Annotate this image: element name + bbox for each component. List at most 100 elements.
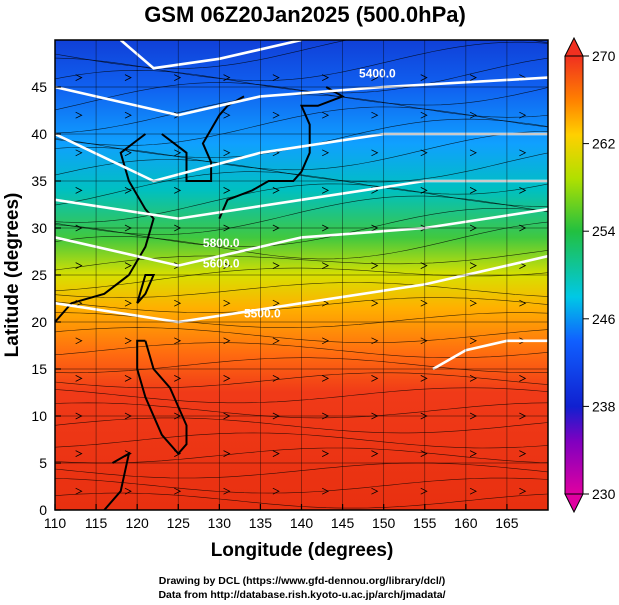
wind-arrow xyxy=(519,187,527,194)
y-tick-label: 10 xyxy=(31,408,47,424)
x-tick-label: 125 xyxy=(167,515,191,531)
wind-arrow xyxy=(223,299,231,307)
wind-arrow xyxy=(124,149,132,157)
x-tick-label: 140 xyxy=(290,515,314,531)
x-tick-label: 120 xyxy=(125,515,149,531)
colorbar-tick-label: 238 xyxy=(592,398,616,414)
contour-label: 5800.0 xyxy=(203,236,240,250)
wind-arrow xyxy=(272,487,280,495)
wind-arrow xyxy=(75,149,83,157)
coastline xyxy=(103,451,131,510)
x-axis-label: Longitude (degrees) xyxy=(211,540,394,561)
wind-arrow xyxy=(519,299,527,307)
y-axis: 0 5 10 15 20 25 30 35 40 45 xyxy=(31,79,548,518)
wind-arrow xyxy=(321,111,330,119)
wind-arrow xyxy=(124,487,132,495)
wind-arrow xyxy=(174,187,182,194)
x-tick-label: 150 xyxy=(372,515,396,531)
y-tick-label: 15 xyxy=(31,361,47,377)
wind-arrow xyxy=(272,111,280,119)
wind-arrow xyxy=(420,299,428,307)
wind-arrow xyxy=(469,487,477,495)
wind-arrow xyxy=(223,149,231,157)
y-tick-label: 25 xyxy=(31,267,47,283)
y-tick-label: 45 xyxy=(31,79,47,95)
wind-arrow xyxy=(75,337,83,345)
wind-arrow xyxy=(420,149,428,157)
contour-label: 5600.0 xyxy=(203,256,240,270)
wind-arrow xyxy=(321,375,330,382)
wind-arrow xyxy=(223,337,231,345)
colorbar-min-arrow xyxy=(564,493,584,514)
wind-arrow xyxy=(272,375,280,382)
wind-arrow xyxy=(519,111,527,119)
y-tick-label: 35 xyxy=(31,173,47,189)
chart-title: GSM 06Z20Jan2025 (500.0hPa) xyxy=(144,2,466,27)
wind-arrow xyxy=(321,450,330,457)
wind-arrow xyxy=(321,337,330,345)
wind-arrow xyxy=(321,487,330,495)
y-axis-label: Latitude (degrees) xyxy=(2,193,23,358)
wind-arrow xyxy=(75,262,83,269)
contour-label: 5500.0 xyxy=(244,306,281,320)
wind-arrow xyxy=(75,487,83,495)
colorbar-scale xyxy=(564,55,584,495)
wind-arrow xyxy=(371,262,379,269)
wind-arrow xyxy=(223,74,231,81)
wind-arrow xyxy=(371,74,379,81)
wind-arrow xyxy=(371,299,379,307)
wind-arrow xyxy=(420,487,428,495)
wind-arrow xyxy=(519,375,527,382)
x-axis: 110 115 120 125 130 135 140 145 150 155 160 165 xyxy=(44,40,519,531)
coastline xyxy=(218,86,345,219)
wind-arrow xyxy=(469,337,477,345)
wind-arrow xyxy=(75,187,83,194)
wind-arrow xyxy=(469,187,477,194)
wind-arrow xyxy=(124,375,132,382)
wind-arrow xyxy=(124,337,132,345)
wind-arrow xyxy=(272,299,280,307)
wind-arrow xyxy=(75,450,83,457)
wind-arrow xyxy=(420,111,428,119)
wind-arrow xyxy=(124,74,132,81)
wind-arrow xyxy=(174,487,182,495)
wind-arrow xyxy=(371,487,379,495)
wind-arrow xyxy=(469,450,477,457)
y-tick-label: 0 xyxy=(39,502,47,518)
wind-arrow xyxy=(272,187,280,194)
wind-arrow xyxy=(124,187,132,194)
wind-arrow xyxy=(75,74,83,81)
credit-data: Data from http://database.rish.kyoto-u.a… xyxy=(158,589,445,601)
wind-arrow xyxy=(174,149,182,157)
wind-arrow xyxy=(124,111,132,119)
wind-arrow xyxy=(420,337,428,345)
wind-arrow xyxy=(272,262,280,269)
x-tick-label: 160 xyxy=(454,515,478,531)
wind-arrow xyxy=(272,450,280,457)
wind-arrow xyxy=(321,149,330,157)
wind-arrow xyxy=(272,337,280,345)
wind-arrow xyxy=(420,450,428,457)
colorbar-tick-label: 262 xyxy=(592,136,616,152)
wind-arrow xyxy=(321,299,330,307)
x-tick-label: 155 xyxy=(413,515,437,531)
x-tick-label: 115 xyxy=(85,515,108,531)
wind-arrow xyxy=(420,375,428,382)
y-tick-label: 5 xyxy=(39,455,47,471)
wind-arrow xyxy=(469,299,477,307)
wind-arrow xyxy=(469,111,477,119)
y-tick-label: 30 xyxy=(31,220,47,236)
wind-arrow xyxy=(75,375,83,382)
contour-label: 5400.0 xyxy=(359,67,396,81)
wind-arrow xyxy=(519,450,527,457)
wind-arrow xyxy=(174,74,182,81)
colorbar-tick-label: 270 xyxy=(592,48,616,64)
wind-arrow xyxy=(223,111,231,119)
wind-arrow xyxy=(75,111,83,119)
wind-arrow xyxy=(174,299,182,307)
wind-arrow xyxy=(223,187,231,194)
wind-arrow xyxy=(124,299,132,307)
wind-arrow xyxy=(124,262,132,269)
y-tick-label: 40 xyxy=(31,126,47,142)
